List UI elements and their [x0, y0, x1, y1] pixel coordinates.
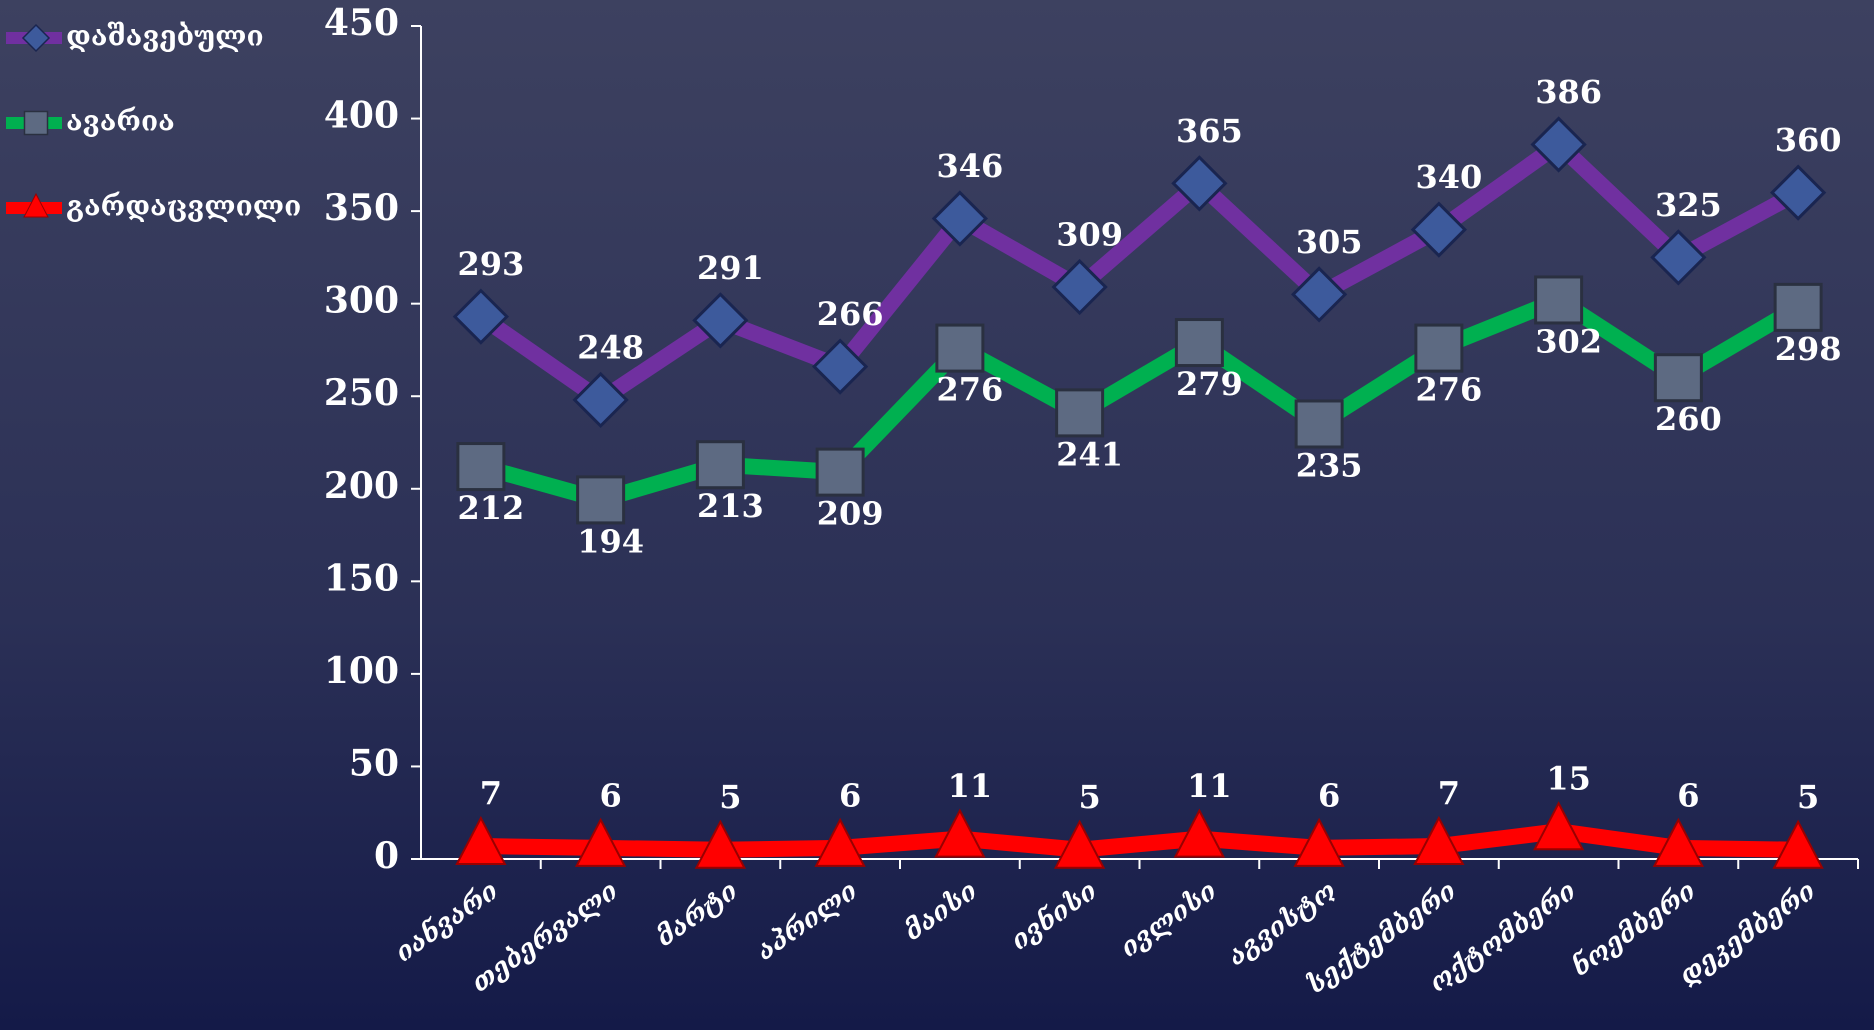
legend-marker: [23, 110, 49, 136]
marker: [1650, 229, 1707, 286]
marker: [456, 442, 506, 492]
y-tick-label: 0: [374, 835, 399, 877]
data-label: 5: [719, 778, 741, 816]
marker: [692, 292, 749, 349]
marker: [1772, 819, 1824, 869]
data-label: 346: [936, 147, 1003, 185]
marker: [815, 447, 865, 497]
data-label: 279: [1176, 365, 1243, 403]
legend-label: ავარია: [66, 105, 175, 138]
data-label: 241: [1056, 435, 1123, 473]
data-label: 6: [1318, 776, 1340, 814]
data-label: 6: [599, 776, 621, 814]
data-label: 212: [457, 489, 524, 527]
marker: [934, 808, 986, 858]
marker: [576, 475, 626, 525]
data-label: 276: [1415, 371, 1482, 409]
legend-marker: [23, 192, 49, 218]
y-tick-label: 200: [324, 465, 399, 507]
marker: [455, 815, 507, 866]
data-label: 11: [1187, 767, 1232, 805]
data-label: 194: [577, 522, 644, 560]
marker: [1053, 819, 1106, 869]
data-label: 325: [1655, 186, 1722, 224]
data-label: 293: [457, 245, 524, 283]
marker: [1530, 116, 1587, 173]
marker: [695, 440, 745, 490]
marker: [1293, 817, 1345, 867]
data-label: 302: [1535, 322, 1602, 360]
data-label: 6: [839, 776, 861, 814]
data-label: 365: [1176, 112, 1243, 150]
legend-marker: [21, 23, 51, 53]
data-label: 209: [817, 495, 884, 533]
y-tick-label: 100: [324, 650, 399, 692]
marker: [694, 819, 747, 869]
marker: [814, 817, 866, 867]
marker: [1773, 282, 1823, 332]
data-label: 309: [1056, 216, 1123, 254]
data-label: 5: [1078, 778, 1100, 816]
data-label: 11: [948, 767, 993, 805]
marker: [1414, 323, 1464, 373]
marker: [1291, 266, 1348, 323]
marker: [572, 371, 629, 429]
marker: [574, 817, 627, 867]
y-tick-label: 50: [349, 742, 399, 784]
marker: [1534, 275, 1584, 325]
data-label: 248: [577, 328, 644, 366]
data-label: 291: [697, 249, 764, 287]
data-label: 305: [1296, 223, 1363, 261]
marker: [1413, 815, 1465, 866]
marker: [1770, 164, 1827, 221]
y-tick-label: 250: [324, 372, 399, 414]
marker: [1051, 258, 1108, 316]
marker: [1653, 353, 1703, 403]
y-tick-label: 150: [324, 557, 399, 599]
data-label: 15: [1546, 760, 1591, 798]
data-label: 298: [1775, 330, 1842, 368]
marker: [1532, 801, 1585, 851]
data-label: 276: [936, 371, 1003, 409]
legend-label: დაშავებული: [66, 20, 264, 53]
series-line: [480, 823, 1799, 858]
legend-label: გარდაცვლილი: [66, 190, 301, 223]
data-label: 235: [1296, 446, 1363, 484]
data-label: 386: [1535, 73, 1602, 111]
marker: [812, 338, 869, 395]
marker: [931, 190, 988, 247]
data-label: 213: [697, 487, 764, 525]
data-label: 5: [1797, 778, 1819, 816]
marker: [452, 288, 509, 345]
series-line: [476, 134, 1802, 410]
marker: [1171, 155, 1228, 212]
data-label: 260: [1655, 400, 1722, 438]
marker: [1652, 817, 1705, 867]
marker: [935, 323, 985, 373]
data-label: 266: [817, 295, 884, 333]
data-label: 340: [1415, 158, 1482, 196]
data-label: 7: [1438, 775, 1460, 813]
marker: [1174, 318, 1224, 368]
marker: [1055, 388, 1105, 438]
y-tick-label: 450: [324, 2, 399, 44]
y-tick-label: 350: [324, 187, 399, 229]
marker: [1410, 201, 1468, 258]
marker: [1173, 808, 1226, 858]
marker: [1294, 399, 1344, 449]
data-label: 360: [1775, 121, 1842, 159]
data-label: 6: [1677, 776, 1699, 814]
y-tick-label: 300: [324, 280, 399, 322]
data-label: 7: [480, 775, 502, 813]
y-tick-label: 400: [324, 95, 399, 137]
